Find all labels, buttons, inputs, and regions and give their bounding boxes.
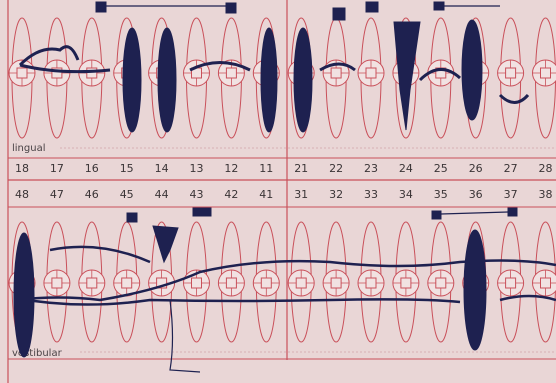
- dental-chart: lingual vestibular 181716151413121121222…: [0, 0, 556, 383]
- ink-box: [127, 213, 137, 222]
- ink-box: [226, 3, 236, 13]
- tooth-number: 23: [364, 162, 378, 175]
- ink-fill: [158, 28, 176, 132]
- tooth-number: 28: [539, 162, 553, 175]
- tooth-number: 41: [259, 188, 273, 201]
- tooth-number: 15: [120, 162, 134, 175]
- tooth-number: 26: [469, 162, 483, 175]
- tooth-number: 38: [539, 188, 553, 201]
- tooth-number: 31: [294, 188, 308, 201]
- ink-fill: [294, 28, 312, 132]
- tooth-number: 48: [15, 188, 29, 201]
- tooth-number: 47: [50, 188, 64, 201]
- ink-fill: [261, 28, 277, 132]
- ink-box: [333, 8, 345, 20]
- tooth-number: 21: [294, 162, 308, 175]
- tooth-number: 12: [224, 162, 238, 175]
- tooth-number: 33: [364, 188, 378, 201]
- tooth-number: 11: [259, 162, 273, 175]
- ink-box: [366, 2, 378, 12]
- ink-box: [434, 2, 444, 10]
- ink-fill: [462, 20, 482, 120]
- tooth-number: 46: [85, 188, 99, 201]
- tooth-number: 34: [399, 188, 413, 201]
- tooth-number: 16: [85, 162, 99, 175]
- ink-box: [432, 211, 441, 219]
- ink-box: [508, 208, 517, 216]
- tooth-number: 35: [434, 188, 448, 201]
- tooth-number: 32: [329, 188, 343, 201]
- ink-box: [193, 208, 211, 216]
- tooth-number: 17: [50, 162, 64, 175]
- tooth-number: 22: [329, 162, 343, 175]
- tooth-number: 13: [190, 162, 204, 175]
- tooth-number: 36: [469, 188, 483, 201]
- tooth-number: 43: [190, 188, 204, 201]
- lingual-label: lingual: [12, 143, 46, 154]
- ink-fill: [14, 233, 34, 357]
- tooth-number: 37: [504, 188, 518, 201]
- tooth-number: 45: [120, 188, 134, 201]
- ink-box: [96, 2, 106, 12]
- ink-fill: [464, 230, 486, 350]
- tooth-number: 24: [399, 162, 413, 175]
- tooth-number: 18: [15, 162, 29, 175]
- tooth-number: 14: [155, 162, 169, 175]
- tooth-number: 27: [504, 162, 518, 175]
- tooth-number: 25: [434, 162, 448, 175]
- ink-fill: [123, 28, 141, 132]
- tooth-number: 42: [224, 188, 238, 201]
- tooth-number: 44: [155, 188, 169, 201]
